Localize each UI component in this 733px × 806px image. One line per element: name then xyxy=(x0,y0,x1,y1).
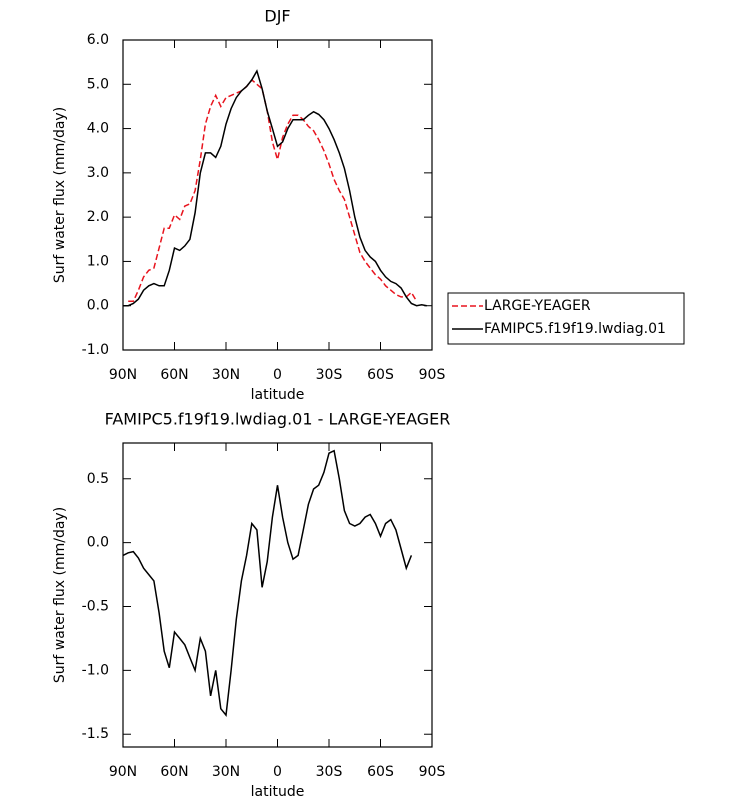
x-tick-label: 60N xyxy=(160,764,188,780)
chart-title: FAMIPC5.f19f19.lwdiag.01 - LARGE-YEAGER xyxy=(105,410,451,429)
x-tick-label: 60N xyxy=(160,367,188,383)
legend-label: LARGE-YEAGER xyxy=(484,298,591,314)
data-line xyxy=(122,449,413,717)
x-tick-label: 30N xyxy=(212,367,240,383)
x-tick-label: 30S xyxy=(316,764,343,780)
x-tick-label: 30S xyxy=(316,367,343,383)
legend-box xyxy=(447,292,685,345)
x-tick-label: 60S xyxy=(367,764,394,780)
y-tick-label: 0.0 xyxy=(87,298,109,314)
x-tick-label: 90S xyxy=(419,764,446,780)
y-axis-label: Surf water flux (mm/day) xyxy=(52,107,68,283)
plot-frame xyxy=(122,39,433,351)
x-axis-label: latitude xyxy=(251,784,305,800)
y-tick-label: 6.0 xyxy=(87,32,109,48)
y-tick-label: 0.0 xyxy=(87,535,109,551)
y-tick-label: 4.0 xyxy=(87,121,109,137)
y-tick-label: -1.0 xyxy=(82,342,109,358)
legend-label: FAMIPC5.f19f19.lwdiag.01 xyxy=(484,321,666,337)
x-tick-label: 0 xyxy=(273,367,282,383)
y-tick-label: 2.0 xyxy=(87,209,109,225)
y-tick-label: -0.5 xyxy=(82,598,109,614)
data-line xyxy=(123,69,427,307)
y-axis-label: Surf water flux (mm/day) xyxy=(52,507,68,683)
y-tick-label: 1.0 xyxy=(87,253,109,269)
y-tick-label: -1.0 xyxy=(82,662,109,678)
x-tick-label: 90S xyxy=(419,367,446,383)
x-tick-label: 30N xyxy=(212,764,240,780)
chart-title: DJF xyxy=(264,7,290,26)
y-tick-label: -1.5 xyxy=(82,726,109,742)
data-line xyxy=(128,78,418,303)
y-tick-label: 3.0 xyxy=(87,165,109,181)
x-tick-label: 0 xyxy=(273,764,282,780)
x-axis-label: latitude xyxy=(251,387,305,403)
x-tick-label: 60S xyxy=(367,367,394,383)
x-tick-label: 90N xyxy=(109,764,137,780)
y-tick-label: 5.0 xyxy=(87,76,109,92)
x-tick-label: 90N xyxy=(109,367,137,383)
y-tick-label: 0.5 xyxy=(87,471,109,487)
legend: LARGE-YEAGER FAMIPC5.f19f19.lwdiag.01 xyxy=(447,292,685,345)
